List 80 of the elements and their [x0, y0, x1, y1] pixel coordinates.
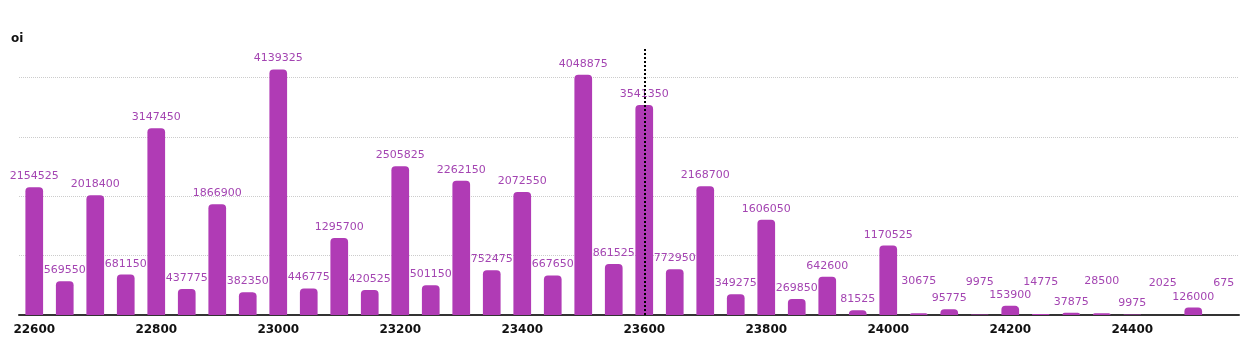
bar: [818, 276, 837, 315]
bar: [574, 74, 593, 315]
bar: [665, 269, 684, 315]
bar: [55, 281, 74, 315]
data-label: 9975: [965, 275, 994, 289]
bar: [147, 128, 166, 315]
data-label: 95775: [931, 291, 967, 305]
data-label: 437775: [165, 271, 208, 285]
x-tick-label: 24200: [989, 322, 1032, 336]
data-label: 2072550: [497, 174, 547, 188]
x-tick-label: 23200: [379, 322, 422, 336]
x-tick-label: 23600: [623, 322, 666, 336]
data-label: 772950: [653, 251, 696, 265]
bar: [787, 298, 806, 315]
data-label: 2505825: [375, 148, 425, 162]
bar: [116, 274, 135, 315]
bar: [1001, 305, 1020, 315]
data-label: 2018400: [70, 177, 120, 191]
data-label: 2168700: [680, 168, 730, 182]
data-label: 752475: [470, 252, 513, 266]
bar: [360, 290, 379, 315]
x-tick-label: 24000: [867, 322, 910, 336]
x-tick-label: 23800: [745, 322, 788, 336]
data-label: 9975: [1118, 296, 1147, 310]
bar: [391, 166, 410, 315]
bar: [604, 263, 623, 315]
x-tick-label: 22600: [13, 322, 56, 336]
data-label: 4048875: [558, 56, 608, 70]
bar: [513, 192, 532, 315]
data-label: 569550: [43, 263, 86, 277]
data-label: 1170525: [863, 227, 913, 241]
bar: [543, 275, 562, 315]
data-label: 675: [1213, 275, 1235, 289]
data-label: 642600: [806, 258, 849, 272]
data-label: 2262150: [436, 162, 486, 176]
bar: [696, 186, 715, 315]
data-label: 1606050: [741, 201, 791, 215]
bar: [25, 187, 44, 315]
data-label: 81525: [840, 292, 876, 306]
data-label: 269850: [775, 280, 818, 294]
bar: [482, 270, 501, 315]
bar: [238, 292, 257, 315]
bar: [879, 245, 898, 315]
x-tick-label: 23400: [501, 322, 544, 336]
data-label: 501150: [409, 267, 452, 281]
bar: [635, 104, 654, 315]
data-label: 2025: [1148, 275, 1177, 289]
x-tick-label: 22800: [135, 322, 178, 336]
data-label: 28500: [1084, 274, 1120, 288]
bar: [208, 204, 227, 315]
data-label: 126000: [1172, 289, 1215, 303]
data-label: 446775: [287, 270, 330, 284]
data-label: 667650: [531, 257, 574, 271]
data-label: 349275: [714, 276, 757, 290]
data-label: 681150: [104, 256, 147, 270]
bar: [177, 289, 196, 315]
data-label: 30675: [901, 274, 937, 288]
data-label: 382350: [226, 274, 269, 288]
bar: [726, 294, 745, 315]
data-label: 861525: [592, 245, 635, 259]
data-label: 420525: [348, 272, 391, 286]
bar: [452, 180, 471, 315]
data-label: 37875: [1053, 294, 1089, 308]
y-axis-title: oi: [11, 31, 24, 45]
data-label: 14775: [1023, 275, 1059, 289]
bar: [269, 69, 288, 315]
bar: [421, 285, 440, 315]
data-label: 3147450: [131, 110, 181, 124]
data-label: 1866900: [192, 186, 242, 200]
data-label: 3541350: [619, 86, 669, 100]
x-tick-label: 24400: [1111, 322, 1154, 336]
data-label: 1295700: [314, 220, 364, 234]
bar: [757, 219, 776, 315]
bar: [86, 195, 105, 315]
x-tick-label: 23000: [257, 322, 300, 336]
data-label: 2154525: [9, 169, 59, 183]
data-label: 153900: [989, 287, 1032, 301]
bar: [299, 288, 318, 315]
bar: [330, 238, 349, 315]
data-label: 4139325: [253, 51, 303, 65]
